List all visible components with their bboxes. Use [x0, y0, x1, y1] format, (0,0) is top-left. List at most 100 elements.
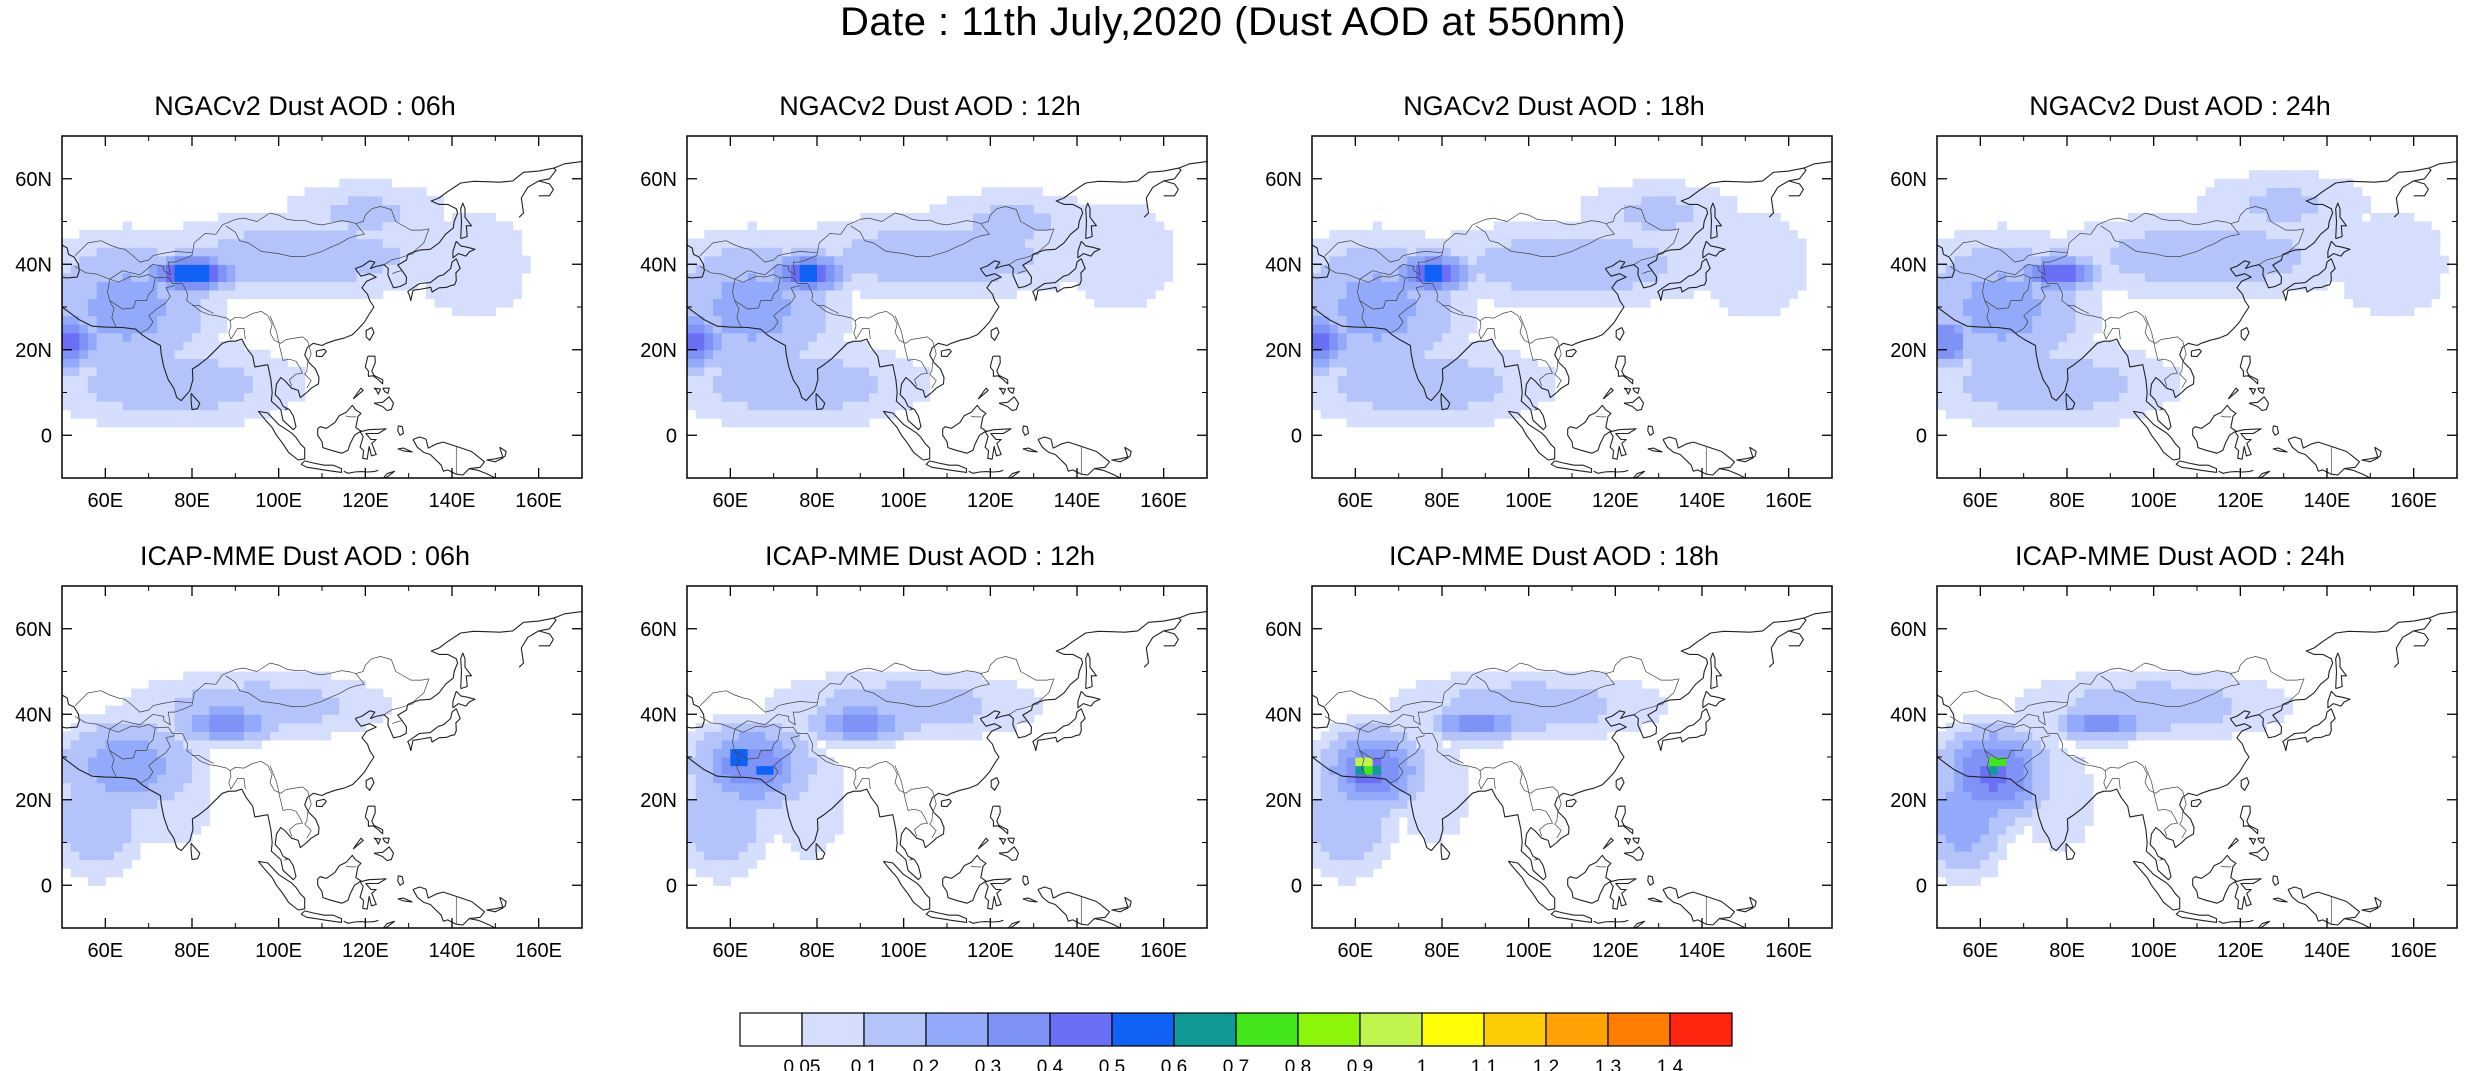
aod-cell [174, 833, 184, 844]
aod-cell [469, 272, 479, 282]
aod-cell [903, 281, 913, 291]
aod-cell [2205, 281, 2215, 291]
aod-cell [869, 349, 879, 359]
aod-cell [1129, 264, 1139, 274]
aod-cell [105, 774, 115, 784]
aod-cell [400, 272, 410, 282]
aod-cell [1693, 281, 1703, 291]
aod-cell [739, 401, 749, 411]
coastline [1657, 258, 1711, 302]
aod-cell [2197, 281, 2207, 291]
aod-cell [261, 366, 271, 376]
aod-cell [244, 349, 254, 359]
aod-cell [235, 281, 245, 291]
aod-cell [426, 255, 436, 265]
aod-cell [469, 298, 479, 308]
aod-cell [183, 221, 193, 231]
aod-cell [70, 307, 80, 317]
aod-cell [1589, 281, 1599, 291]
aod-cell [2162, 392, 2172, 402]
aod-cell [1381, 230, 1391, 240]
aod-cell [860, 289, 870, 300]
aod-cell [765, 383, 775, 394]
aod-cell [929, 238, 939, 248]
aod-cell [1754, 221, 1764, 231]
aod-cell [2205, 272, 2215, 282]
aod-cell [1381, 255, 1391, 265]
aod-cell [695, 324, 705, 334]
aod-cell [1520, 264, 1530, 274]
aod-cell [70, 851, 80, 861]
aod-cell [947, 264, 957, 274]
aod-cell [235, 212, 245, 223]
aod-cell [817, 221, 827, 231]
aod-cell [105, 289, 115, 300]
aod-cell [1667, 212, 1677, 223]
aod-cell [765, 255, 775, 265]
aod-cell [990, 289, 1000, 300]
aod-cell [903, 392, 913, 402]
aod-cell [981, 289, 991, 300]
aod-cell [512, 238, 522, 248]
aod-cell [2249, 230, 2259, 240]
aod-cell [1937, 298, 1947, 308]
country-border [699, 240, 818, 263]
aod-cell [869, 255, 879, 265]
aod-cell [1372, 358, 1382, 368]
aod-cell [799, 739, 809, 750]
aod-cell [226, 409, 236, 419]
aod-cell [1051, 230, 1061, 240]
aod-cell [2231, 264, 2241, 274]
aod-cell [391, 255, 401, 265]
aod-cell [2075, 375, 2085, 385]
aod-cell [825, 272, 835, 282]
aod-cell [1459, 366, 1469, 376]
aod-cell [2084, 281, 2094, 291]
aod-cell [96, 782, 106, 792]
aod-cell [921, 221, 931, 231]
aod-cell [825, 366, 835, 376]
aod-cell [434, 212, 444, 223]
aod-cell [2396, 212, 2406, 223]
aod-cell [105, 247, 115, 257]
aod-cell [912, 289, 922, 300]
aod-cell [843, 255, 853, 265]
aod-cell [2049, 324, 2059, 334]
aod-cell [886, 366, 896, 376]
aod-cell [1016, 187, 1026, 197]
aod-cell [192, 409, 202, 419]
aod-cell [739, 782, 749, 792]
aod-cell [322, 289, 332, 300]
aod-cell [261, 349, 271, 359]
aod-cell [747, 816, 757, 826]
aod-cell [2257, 187, 2267, 197]
aod-cell [2318, 255, 2328, 265]
aod-cell [2266, 264, 2276, 274]
aod-cell [2023, 238, 2033, 248]
aod-cell [235, 255, 245, 265]
aod-cell [860, 221, 870, 231]
aod-cell [1520, 272, 1530, 282]
aod-cell [739, 409, 749, 419]
aod-cell [825, 341, 835, 351]
aod-cell [2006, 392, 2016, 402]
aod-cell [903, 289, 913, 300]
country-border [970, 415, 982, 418]
aod-cell [70, 774, 80, 784]
aod-cell [226, 366, 236, 376]
aod-cell [62, 401, 72, 411]
aod-cell [1728, 289, 1738, 300]
aod-cell [877, 375, 887, 385]
coastline [1702, 240, 1726, 259]
aod-cell [687, 401, 697, 411]
aod-cell [322, 671, 332, 681]
aod-cell [739, 298, 749, 308]
aod-cell [713, 409, 723, 419]
aod-cell [2431, 264, 2441, 274]
aod-cell [973, 221, 983, 231]
coastline [2248, 387, 2257, 395]
aod-cell [88, 289, 98, 300]
aod-cell [1494, 272, 1504, 282]
aod-cell [895, 264, 905, 274]
aod-cell [157, 833, 167, 844]
